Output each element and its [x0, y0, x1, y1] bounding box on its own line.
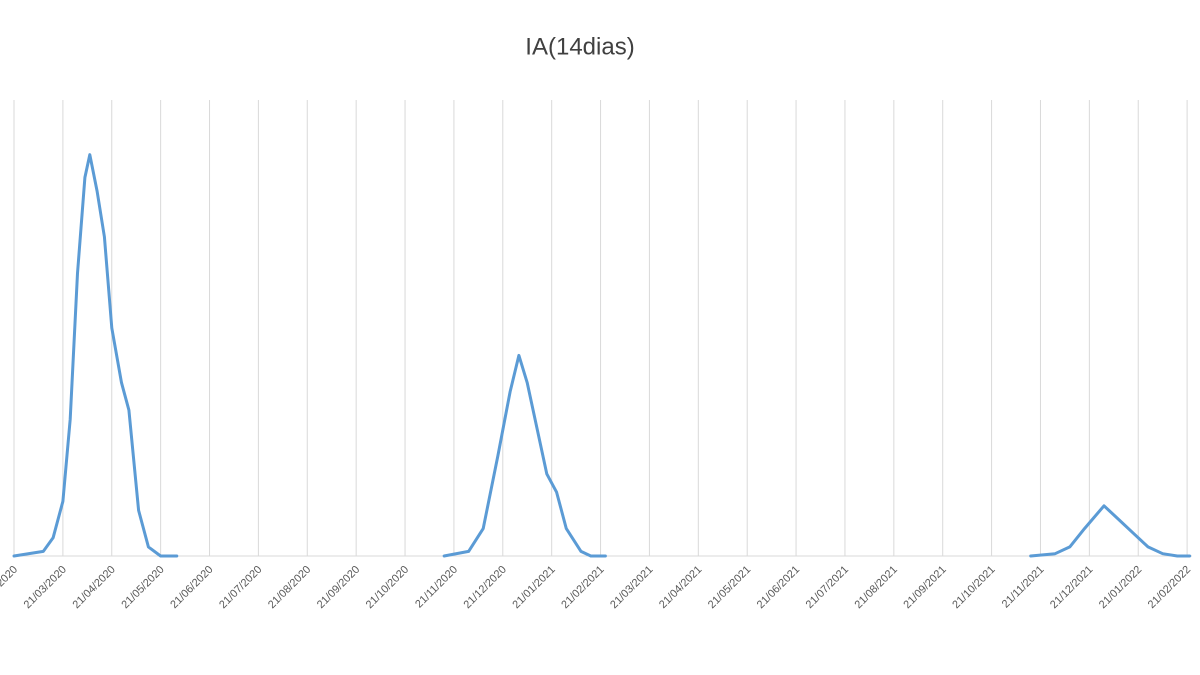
x-tick-label: 21/04/2020	[70, 564, 117, 611]
x-tick-label: 21/02/2022	[1146, 564, 1193, 611]
x-tick-label: 21/02/2021	[559, 564, 606, 611]
x-tick-label: 21/05/2020	[119, 564, 166, 611]
x-tick-label: 21/09/2020	[315, 564, 362, 611]
x-tick-label: 21/12/2021	[1048, 564, 1095, 611]
x-tick-label: 21/10/2021	[950, 564, 997, 611]
x-tick-label: 21/06/2020	[168, 564, 215, 611]
x-tick-label: 21/08/2021	[853, 564, 900, 611]
x-tick-label: 21/11/2021	[1000, 564, 1047, 611]
x-tick-label: 21/05/2021	[706, 564, 753, 611]
x-tick-label: 21/04/2021	[657, 564, 704, 611]
data-line	[12, 153, 1192, 558]
x-tick-label: 21/06/2021	[755, 564, 802, 611]
x-tick-label: 21/03/2021	[608, 564, 655, 611]
x-tick-label: 21/07/2021	[804, 564, 851, 611]
x-tick-label: 21/12/2020	[461, 564, 508, 611]
x-tick-label: 21/03/2020	[22, 564, 69, 611]
x-tick-label: 21/09/2021	[901, 564, 948, 611]
x-tick-label: 21/11/2020	[413, 564, 460, 611]
x-tick-label: 21/01/2022	[1097, 564, 1144, 611]
x-tick-label: 21/07/2020	[217, 564, 264, 611]
x-tick-label: 21/02/2020	[0, 564, 20, 611]
x-tick-label: 21/01/2021	[510, 564, 557, 611]
x-tick-label: 21/10/2020	[364, 564, 411, 611]
x-tick-label: 21/08/2020	[266, 564, 313, 611]
chart-title: IA(14dias)	[525, 33, 634, 60]
